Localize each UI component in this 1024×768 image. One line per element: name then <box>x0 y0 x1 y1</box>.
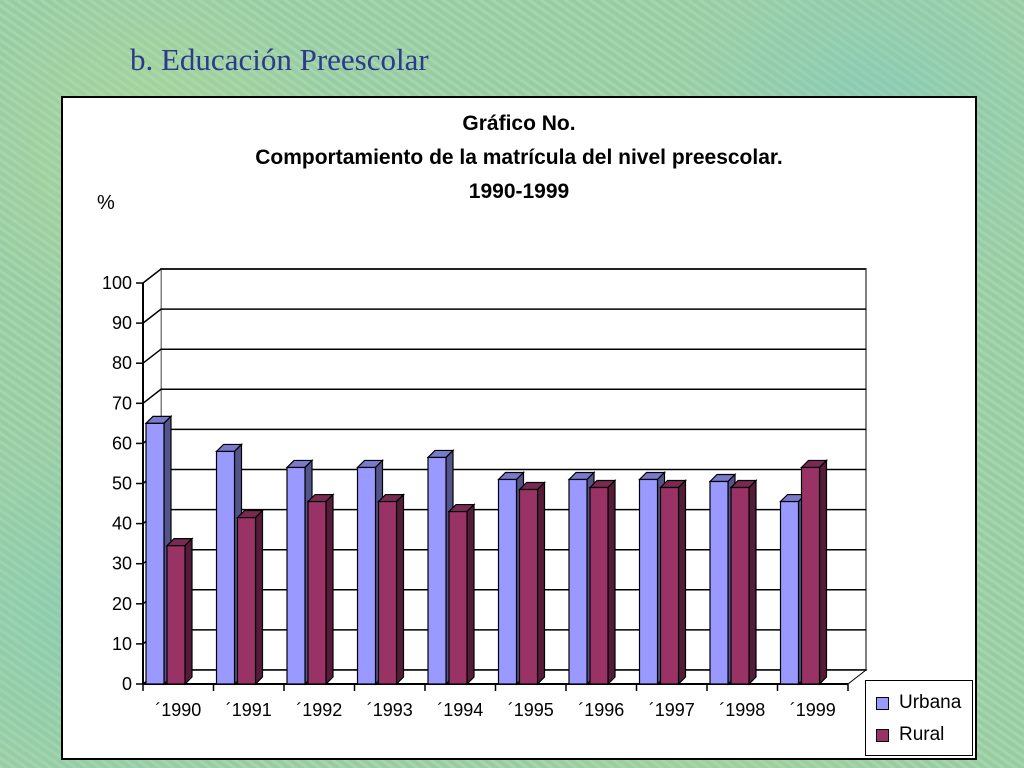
bar-rural <box>730 486 750 685</box>
bar-urbana <box>497 478 518 685</box>
bar-side <box>184 537 193 686</box>
chart-plot: 0 10 20 30 40 50 60 70 80 90 100 ´1990 ´1991 ´1992 ´19… <box>102 267 868 720</box>
legend-label-urbana: Urbana <box>899 692 962 713</box>
y-axis-tick-label: 0 <box>122 674 132 694</box>
legend-swatch-rural <box>876 728 889 742</box>
bar-urbana <box>215 450 236 685</box>
x-axis-tick-label: ´1991 <box>226 700 272 720</box>
bar-rural <box>800 466 821 685</box>
bar-urbana <box>779 500 800 685</box>
bar-urbana <box>568 478 588 685</box>
x-axis-tick-label: ´1990 <box>155 700 201 720</box>
y-axis-tick-label: 40 <box>112 514 132 534</box>
bar-side <box>325 493 334 686</box>
bar-urbana <box>286 466 306 685</box>
bar-rural <box>166 545 186 685</box>
bar-rural <box>659 486 680 685</box>
chart-legend: Urbana Rural <box>865 680 973 756</box>
slide-title: b. Educación Preescolar <box>130 42 429 77</box>
bar-rural <box>377 500 398 685</box>
bar-rural <box>307 500 327 685</box>
gridline <box>142 388 866 404</box>
bar-urbana <box>145 422 165 685</box>
y-axis-unit-label: % <box>97 192 115 214</box>
gridline <box>142 268 866 284</box>
y-axis-tick-label: 50 <box>112 474 132 494</box>
gridline <box>142 308 866 324</box>
chart-title-line-3: 1990-1999 <box>468 180 570 203</box>
x-axis-tick-label: ´1995 <box>508 700 554 720</box>
bar-side <box>607 479 616 686</box>
gridline <box>142 348 866 364</box>
x-axis-tick-label: ´1996 <box>578 700 624 720</box>
y-axis-tick-label: 90 <box>112 313 132 333</box>
x-axis-tick-label: ´1999 <box>790 700 836 720</box>
legend-swatch-urbana <box>876 696 889 710</box>
bar-side <box>254 509 264 686</box>
chart-title-line-1: Gráfico No. <box>462 112 576 135</box>
bar-urbana <box>709 480 729 685</box>
x-axis-tick-label: ´1994 <box>437 700 483 720</box>
x-axis-tick-label: ´1997 <box>649 700 695 720</box>
bar-urbana <box>427 456 447 685</box>
y-axis-tick-label: 80 <box>112 353 132 373</box>
chart-container: Gráfico No. Comportamiento de la matrícu… <box>61 96 977 760</box>
bar-side <box>466 503 475 686</box>
bar-rural <box>448 510 468 685</box>
bar-side <box>748 479 757 686</box>
bar-side <box>536 481 546 686</box>
y-axis-tick-label: 70 <box>112 393 132 413</box>
x-axis-tick-label: ´1998 <box>719 700 765 720</box>
legend-item-urbana: Urbana <box>876 691 961 715</box>
legend-item-rural: Rural <box>876 723 944 747</box>
bar-urbana <box>356 466 377 685</box>
x-axis-tick-label: ´1992 <box>296 700 342 720</box>
legend-label-rural: Rural <box>899 724 945 745</box>
y-axis-tick-label: 20 <box>112 594 132 614</box>
bar-rural <box>518 488 539 685</box>
bar-rural <box>236 516 257 685</box>
x-axis-tick-label: ´1993 <box>367 700 413 720</box>
y-axis-tick-label: 100 <box>102 273 132 293</box>
bar-rural <box>589 486 609 685</box>
bar-side <box>395 493 405 686</box>
y-axis-tick-label: 30 <box>112 554 132 574</box>
y-axis-tick-label: 60 <box>112 433 132 453</box>
bar-side <box>677 479 687 686</box>
bar-urbana <box>638 478 659 685</box>
y-axis-tick-label: 10 <box>112 634 132 654</box>
bar-side <box>818 459 828 686</box>
chart-title-line-2: Comportamiento de la matrícula del nivel… <box>255 146 783 169</box>
